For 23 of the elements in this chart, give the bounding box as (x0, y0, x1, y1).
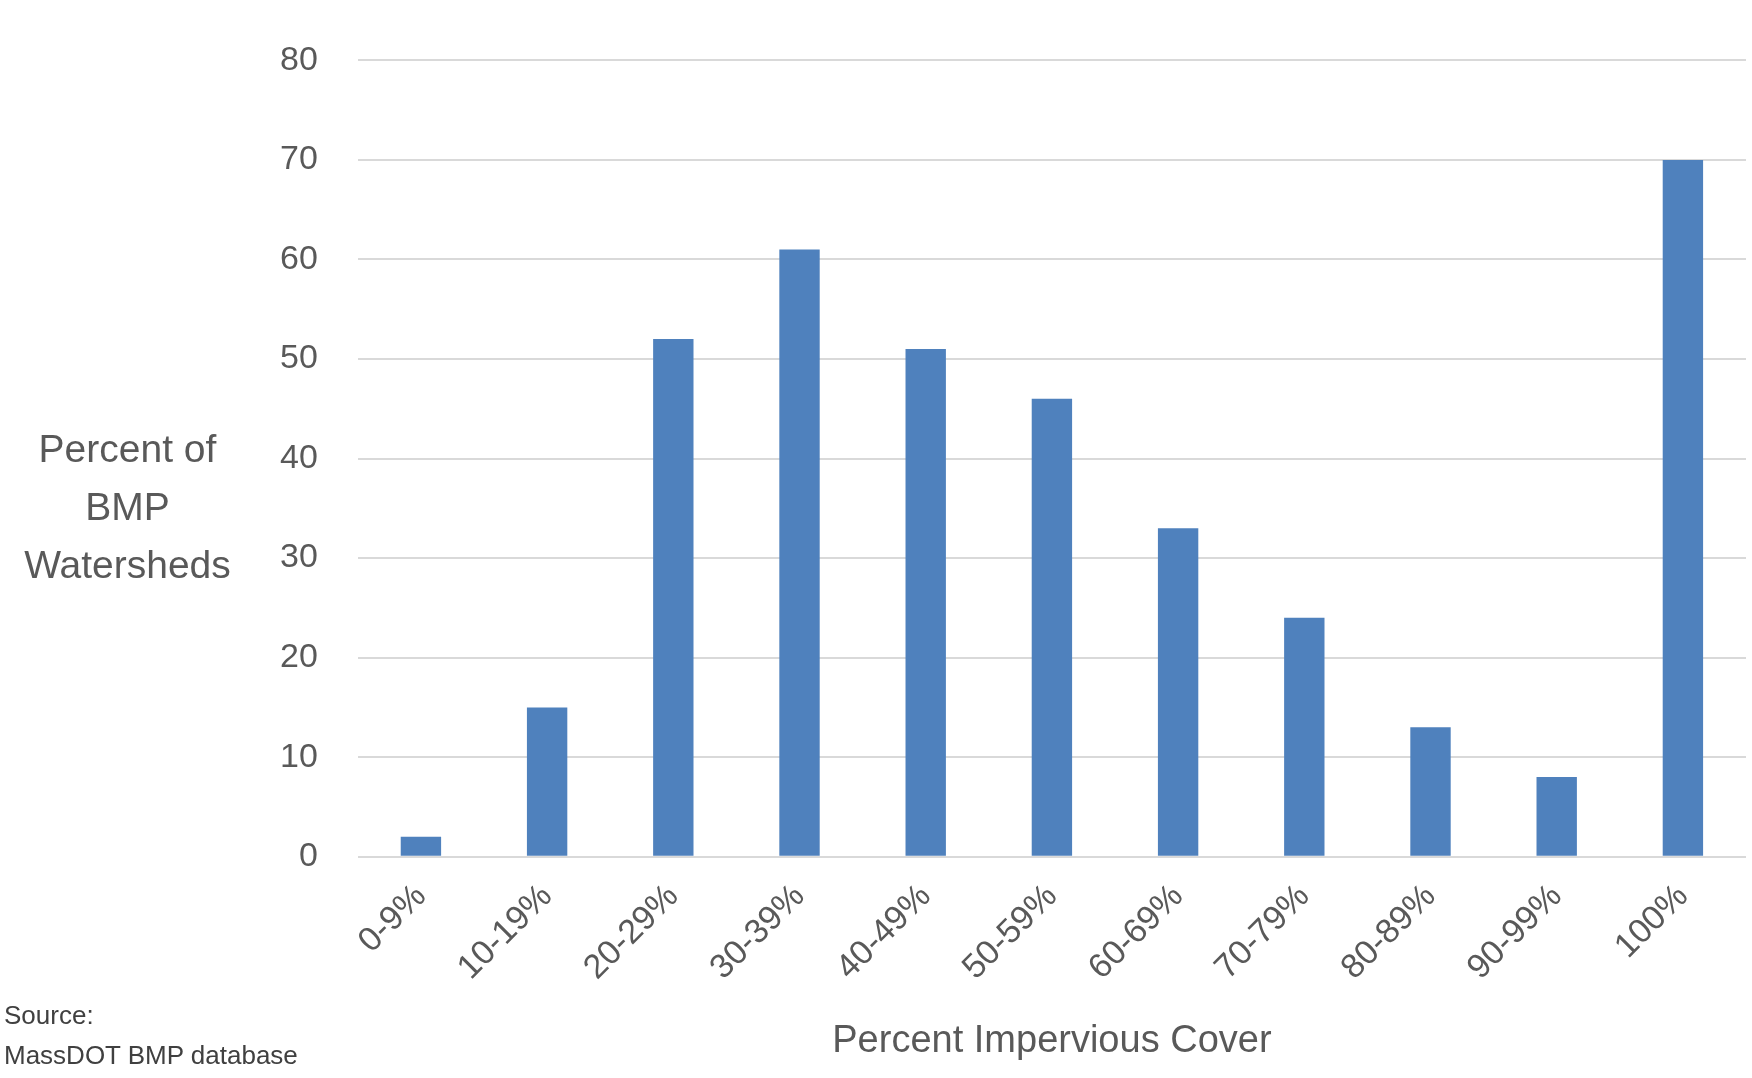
y-tick-label: 40 (279, 436, 318, 475)
bar (1536, 777, 1577, 856)
bar (526, 707, 568, 856)
y-tick-label: 80 (279, 38, 318, 77)
bar (653, 339, 694, 856)
y-axis-title: Percent of BMP Watersheds (23, 426, 232, 588)
y-tick-label: 0 (298, 835, 318, 874)
y-tick-label: 50 (279, 337, 318, 376)
y-tick-label: 30 (279, 536, 318, 575)
y-tick-label: 10 (279, 735, 318, 774)
source-note: Source: MassDOT BMP database (4, 999, 298, 1072)
bar (1157, 528, 1199, 856)
bar (1031, 398, 1073, 856)
y-tick-label: 60 (279, 237, 318, 276)
y-tick-label: 70 (279, 138, 318, 177)
bar (1410, 727, 1451, 856)
x-axis-title: Percent Impervious Cover (832, 1017, 1272, 1060)
y-tick-label: 20 (279, 635, 318, 674)
bar (1662, 159, 1704, 856)
bar (905, 349, 946, 856)
bar (400, 836, 442, 856)
bar (779, 249, 820, 856)
bar (1284, 617, 1325, 856)
